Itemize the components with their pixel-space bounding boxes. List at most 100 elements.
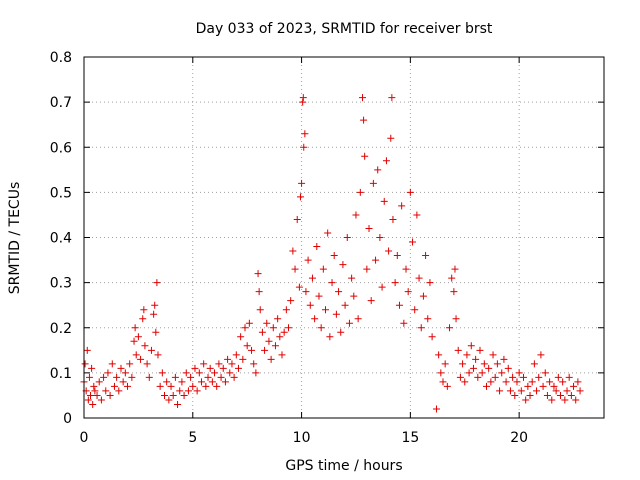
y-tick-label: 0.7 xyxy=(50,95,72,111)
data-point xyxy=(90,382,98,390)
data-point xyxy=(88,364,96,372)
data-point xyxy=(335,288,343,296)
data-point xyxy=(191,364,199,372)
data-point xyxy=(517,387,525,395)
data-point xyxy=(365,224,373,232)
data-point xyxy=(563,387,571,395)
data-point xyxy=(295,283,303,291)
data-point xyxy=(87,391,95,399)
data-point xyxy=(382,157,390,165)
chart-title: Day 033 of 2023, SRMTID for receiver brs… xyxy=(196,21,493,37)
data-point xyxy=(85,373,93,381)
data-point xyxy=(317,324,325,332)
data-point xyxy=(137,355,145,363)
data-point xyxy=(165,396,173,404)
data-point xyxy=(296,193,304,201)
data-point xyxy=(389,215,397,223)
data-point xyxy=(461,378,469,386)
data-point xyxy=(541,369,549,377)
data-point xyxy=(108,360,116,368)
data-point xyxy=(217,373,225,381)
data-point xyxy=(311,315,319,323)
data-point xyxy=(395,301,403,309)
data-point xyxy=(102,387,110,395)
data-point xyxy=(121,369,129,377)
data-point xyxy=(271,342,279,350)
data-point xyxy=(322,306,330,314)
data-point xyxy=(483,382,491,390)
data-point xyxy=(248,346,256,354)
data-point xyxy=(171,373,179,381)
data-point xyxy=(474,373,482,381)
data-point xyxy=(282,306,290,314)
data-point xyxy=(83,346,91,354)
data-point xyxy=(280,328,288,336)
data-point xyxy=(561,396,569,404)
y-tick-label: 0 xyxy=(63,411,72,427)
data-point xyxy=(478,369,486,377)
data-point xyxy=(84,396,92,404)
data-point xyxy=(339,261,347,269)
data-point xyxy=(156,382,164,390)
data-point xyxy=(380,197,388,205)
data-point xyxy=(496,387,504,395)
data-point xyxy=(256,306,264,314)
data-point xyxy=(374,166,382,174)
data-point xyxy=(182,369,190,377)
data-point xyxy=(147,346,155,354)
data-point xyxy=(187,373,195,381)
data-point xyxy=(467,342,475,350)
data-point xyxy=(202,382,210,390)
data-point xyxy=(400,319,408,327)
data-point xyxy=(287,297,295,305)
data-point xyxy=(426,279,434,287)
data-point xyxy=(243,342,251,350)
data-point xyxy=(398,202,406,210)
data-point xyxy=(428,333,436,341)
tick-labels: 0 5 10 15 20 0 0.1 0.2 0.3 0.4 0.5 0.6 0.7 0.8 xyxy=(50,50,528,446)
data-point xyxy=(567,391,575,399)
data-point xyxy=(502,378,510,386)
data-point xyxy=(424,315,432,323)
data-point xyxy=(419,292,427,300)
data-point xyxy=(388,94,396,102)
data-point xyxy=(343,234,351,241)
data-point xyxy=(128,373,136,381)
data-point xyxy=(451,265,459,273)
x-tick-label: 15 xyxy=(401,430,419,446)
data-point xyxy=(437,369,445,377)
data-point xyxy=(465,369,473,377)
data-point xyxy=(232,351,240,359)
data-point xyxy=(204,373,212,381)
data-point xyxy=(289,247,297,255)
data-point xyxy=(485,364,493,372)
data-point xyxy=(153,279,161,287)
data-point xyxy=(208,378,216,386)
data-point xyxy=(409,238,417,246)
data-points xyxy=(80,94,584,413)
data-point xyxy=(332,310,340,318)
data-point xyxy=(402,265,410,273)
data-point xyxy=(406,188,414,196)
data-point xyxy=(237,333,245,341)
data-point xyxy=(391,279,399,287)
data-point xyxy=(131,324,139,332)
data-point xyxy=(269,324,277,332)
data-point xyxy=(291,265,299,273)
data-point xyxy=(161,391,169,399)
data-point xyxy=(117,364,125,372)
data-point xyxy=(539,382,547,390)
data-point xyxy=(324,229,332,237)
data-point xyxy=(241,324,249,332)
data-point xyxy=(476,346,484,354)
x-tick-label: 5 xyxy=(188,430,197,446)
data-point xyxy=(378,283,386,291)
data-point xyxy=(435,351,443,359)
data-point xyxy=(315,292,323,300)
data-point xyxy=(167,382,175,390)
data-point xyxy=(328,279,336,287)
data-point xyxy=(404,288,412,296)
data-point xyxy=(97,396,105,404)
y-tick-label: 0.3 xyxy=(50,276,72,292)
